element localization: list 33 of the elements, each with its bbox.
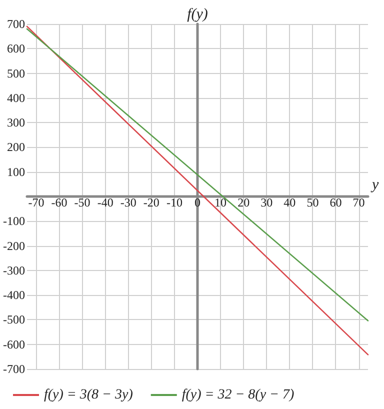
y-axis-title: f(y) <box>187 6 208 22</box>
x-tick-label: -20 <box>143 196 160 210</box>
x-tick-label: 30 <box>260 196 273 210</box>
y-tick-label: -600 <box>2 337 25 352</box>
x-tick-label: -30 <box>120 196 136 210</box>
x-tick-label: -10 <box>166 196 182 210</box>
y-tick-label: 400 <box>6 90 25 105</box>
y-tick-label: 300 <box>6 116 25 130</box>
x-tick-label: -40 <box>97 196 114 210</box>
y-tick-label: 200 <box>6 140 25 154</box>
x-tick-label: -70 <box>28 196 44 210</box>
y-tick-label: -200 <box>2 238 25 253</box>
x-tick-label: 50 <box>306 196 319 210</box>
x-tick-label: 0 <box>194 196 200 210</box>
y-tick-label: -700 <box>2 362 25 376</box>
x-tick-label: 20 <box>238 196 250 210</box>
y-tick-label: 500 <box>6 66 25 80</box>
x-tick-label: -60 <box>51 196 68 210</box>
y-tick-label: 100 <box>6 164 25 179</box>
legend-label: f(y) = 32 − 8(y − 7) <box>182 388 295 402</box>
x-tick-label: 10 <box>214 196 227 210</box>
y-tick-label: -500 <box>2 312 25 327</box>
x-tick-label: 40 <box>284 196 296 210</box>
x-tick-label: 60 <box>330 196 342 210</box>
y-tick-label: 700 <box>6 17 25 31</box>
legend-label: f(y) = 3(8 − 3y) <box>44 388 134 402</box>
y-tick-label: -100 <box>2 214 25 228</box>
y-tick-label: 600 <box>6 42 25 56</box>
y-tick-label: -300 <box>2 263 25 278</box>
y-tick-label: -400 <box>2 288 25 302</box>
x-tick-label: -50 <box>74 196 90 210</box>
x-axis-title: y <box>370 177 379 193</box>
x-tick-label: 70 <box>352 196 365 210</box>
